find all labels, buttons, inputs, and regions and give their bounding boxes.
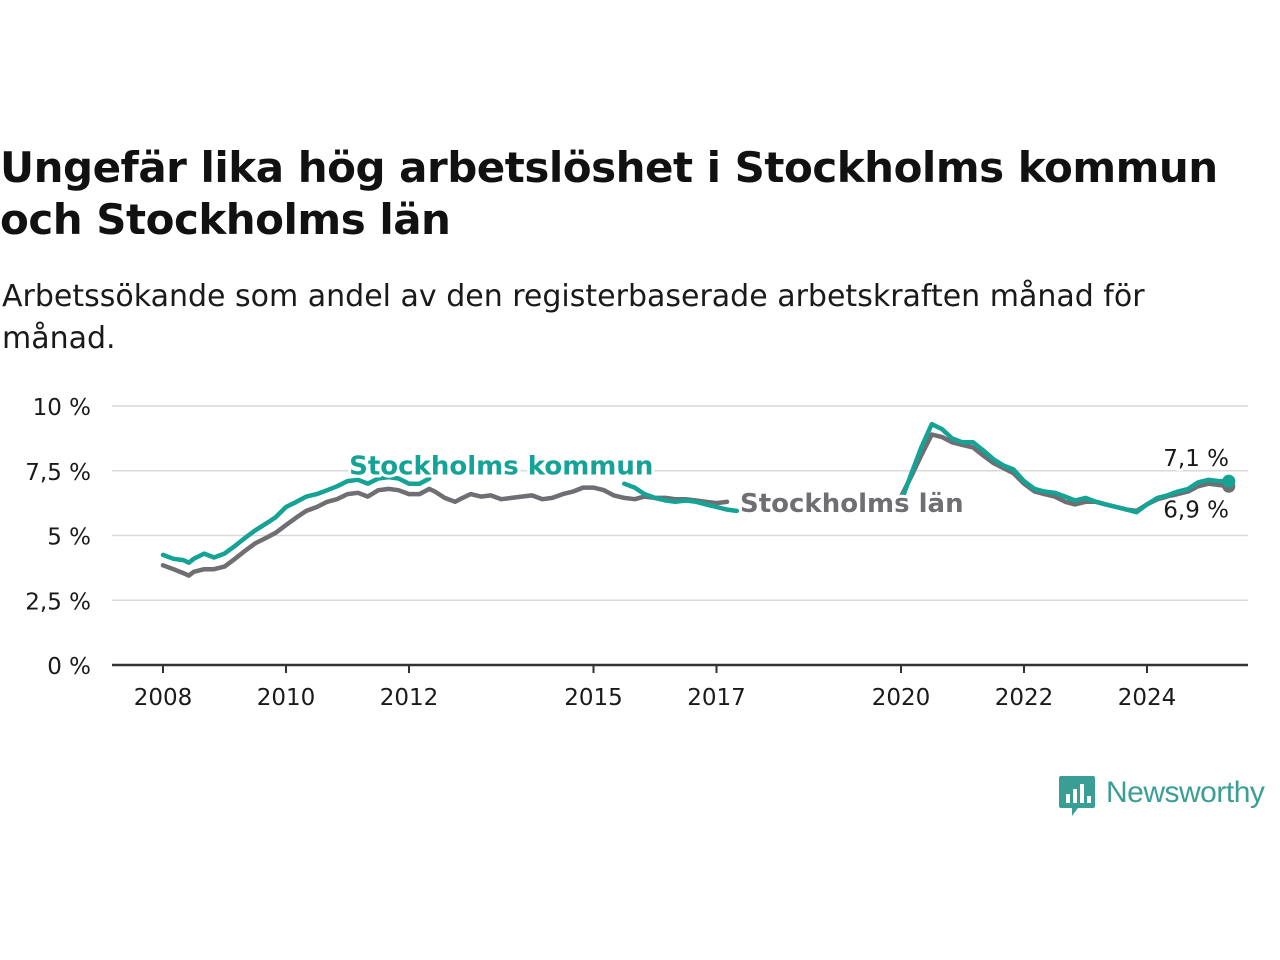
newsworthy-logo-icon bbox=[1059, 776, 1095, 816]
y-tick-label: 5 % bbox=[47, 525, 91, 551]
x-axis: 2008 2010 2012 2015 2017 2020 2022 2024 bbox=[112, 663, 1248, 711]
x-tick-label: 2010 bbox=[257, 685, 316, 711]
series-line-stockholms-kommun bbox=[898, 421, 1232, 515]
line-chart: 0 % 2,5 % 5 % 7,5 % 10 % 2008 2010 2012 2015 201… bbox=[25, 395, 1248, 711]
series-line-stockholms-kommun bbox=[160, 474, 432, 565]
y-tick-label: 0 % bbox=[47, 654, 91, 680]
chart-title: Ungefär lika hög arbetslöshet i Stockhol… bbox=[0, 143, 1218, 244]
chart-subtitle: Arbetssökande som andel av den registerb… bbox=[2, 279, 1145, 356]
y-axis-labels: 0 % 2,5 % 5 % 7,5 % 10 % bbox=[25, 395, 91, 680]
x-tick-label: 2017 bbox=[687, 685, 746, 711]
x-tick-label: 2008 bbox=[134, 685, 193, 711]
y-tick-label: 2,5 % bbox=[25, 589, 91, 615]
series-line-stockholms-ln bbox=[160, 485, 730, 578]
newsworthy-logo-text: Newsworthy bbox=[1106, 776, 1265, 809]
end-value-label: 6,9 % bbox=[1163, 497, 1229, 523]
y-tick-label: 10 % bbox=[33, 395, 91, 421]
series-lines bbox=[160, 421, 1236, 578]
gridlines bbox=[112, 405, 1248, 601]
x-tick-label: 2012 bbox=[380, 685, 439, 711]
series-label-stockholms-ln: Stockholms län bbox=[740, 489, 964, 519]
y-tick-label: 7,5 % bbox=[25, 460, 91, 486]
series-label-stockholms-kommun: Stockholms kommun bbox=[349, 452, 653, 482]
end-point-stockholms-kommun bbox=[1222, 474, 1236, 488]
newsworthy-logo: Newsworthy bbox=[1058, 774, 1280, 818]
x-tick-label: 2020 bbox=[872, 685, 931, 711]
series-line-stockholms-kommun bbox=[622, 481, 740, 514]
x-tick-label: 2015 bbox=[564, 685, 623, 711]
end-value-label: 7,1 % bbox=[1163, 446, 1229, 472]
series-labels: 6,9 % 7,1 % Stockholms kommun Stockholms lä… bbox=[346, 444, 1231, 526]
x-tick-label: 2022 bbox=[995, 685, 1054, 711]
x-tick-label: 2024 bbox=[1118, 685, 1177, 711]
